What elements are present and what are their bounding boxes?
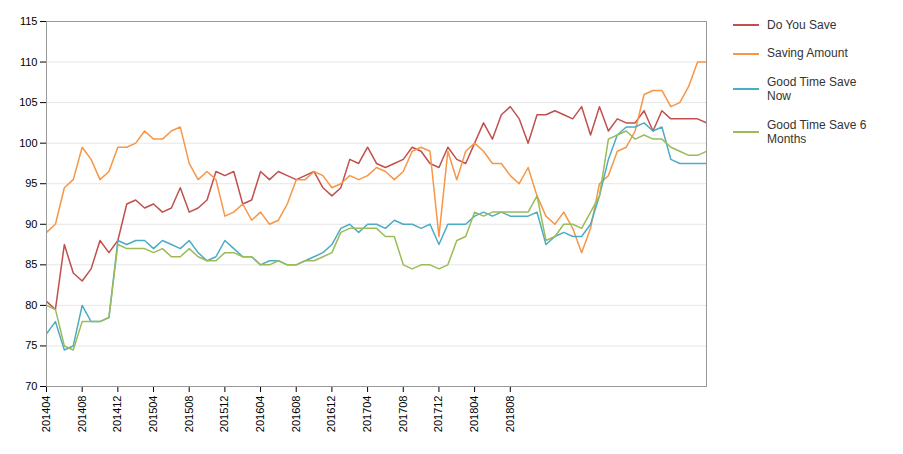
svg-text:75: 75 bbox=[25, 339, 37, 351]
html-text:Saving Amount: Saving Amount bbox=[767, 46, 848, 61]
svg-text:90: 90 bbox=[25, 218, 37, 230]
svg-text:201712: 201712 bbox=[432, 396, 444, 433]
svg-text:201804: 201804 bbox=[468, 396, 480, 433]
svg-text:201408: 201408 bbox=[76, 396, 88, 433]
svg-text:201708: 201708 bbox=[397, 396, 409, 433]
svg-text:85: 85 bbox=[25, 258, 37, 270]
svg-text:80: 80 bbox=[25, 299, 37, 311]
svg-text:100: 100 bbox=[19, 137, 37, 149]
html-text:Do You Save: Do You Save bbox=[767, 18, 837, 32]
svg-text:201512: 201512 bbox=[218, 396, 230, 433]
svg-text:201808: 201808 bbox=[504, 396, 516, 433]
svg-text:95: 95 bbox=[25, 177, 37, 189]
svg-text:201412: 201412 bbox=[111, 396, 123, 433]
svg-text:201604: 201604 bbox=[254, 396, 266, 433]
svg-text:110: 110 bbox=[20, 56, 38, 68]
svg-text:115: 115 bbox=[20, 15, 38, 27]
svg-text:201404: 201404 bbox=[40, 396, 52, 433]
svg-text:201612: 201612 bbox=[325, 396, 337, 433]
svg-text:105: 105 bbox=[19, 96, 37, 108]
html-text:Good Time Save 6 Months: Good Time Save 6 Months bbox=[767, 117, 867, 146]
html-text:Good Time Save Now: Good Time Save Now bbox=[767, 74, 857, 104]
svg-text:201508: 201508 bbox=[183, 396, 195, 433]
svg-text:201608: 201608 bbox=[290, 396, 302, 433]
svg-text:201704: 201704 bbox=[361, 396, 373, 433]
svg-text:70: 70 bbox=[25, 380, 37, 392]
svg-text:201504: 201504 bbox=[147, 396, 159, 433]
